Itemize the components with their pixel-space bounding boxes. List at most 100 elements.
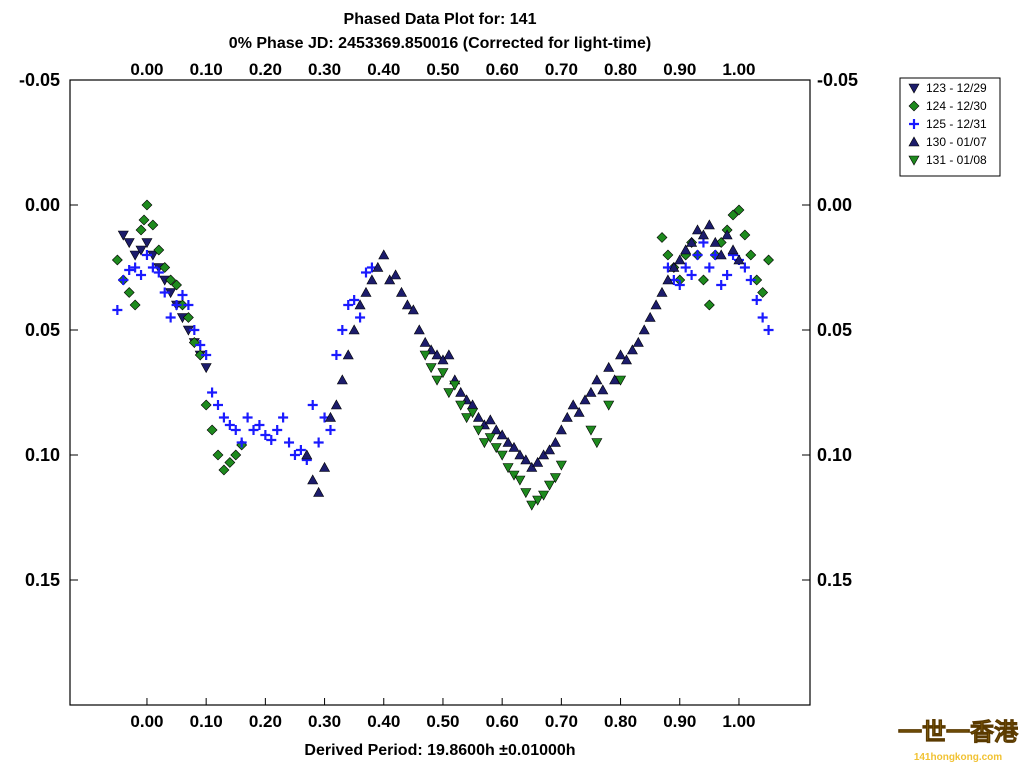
legend-item: 124 - 12/30: [908, 99, 987, 113]
data-point: [242, 412, 253, 423]
data-point: [343, 300, 354, 310]
data-point: [697, 229, 709, 240]
data-point: [307, 400, 318, 410]
x-tick-label-top: 0.60: [486, 60, 519, 79]
data-point: [722, 270, 733, 280]
x-tick-label-top: 0.40: [367, 60, 400, 79]
x-tick-label-top: 0.80: [604, 60, 637, 79]
data-point: [212, 449, 224, 461]
data-point: [538, 490, 550, 501]
data-point: [313, 486, 325, 497]
data-point: [662, 274, 674, 285]
data-point: [336, 374, 348, 385]
data-point: [680, 244, 692, 255]
data-point: [733, 254, 745, 265]
data-point: [147, 219, 159, 231]
data-point: [662, 249, 674, 261]
data-point: [171, 279, 182, 291]
x-tick-label-top: 0.00: [130, 60, 163, 79]
data-point: [118, 275, 129, 285]
legend-label: 124 - 12/30: [926, 99, 987, 113]
data-point: [419, 336, 431, 347]
data-point: [272, 425, 283, 435]
x-tick-label-bottom: 0.00: [130, 712, 163, 731]
data-point: [704, 262, 715, 273]
data-point: [757, 312, 768, 323]
x-tick-label-bottom: 0.40: [367, 712, 400, 731]
x-tick-label-top: 1.00: [722, 60, 755, 79]
data-point: [455, 386, 467, 397]
data-point: [763, 325, 774, 335]
x-tick-label-bottom: 0.60: [486, 712, 519, 731]
data-point: [138, 214, 150, 226]
data-point: [472, 425, 484, 436]
data-point: [686, 236, 698, 247]
data-point: [585, 425, 597, 436]
data-point: [349, 295, 360, 305]
data-point: [437, 368, 449, 379]
data-point: [189, 325, 200, 335]
data-point: [615, 375, 627, 386]
data-point: [727, 209, 739, 221]
data-point: [555, 460, 567, 471]
data-point: [419, 350, 431, 361]
data-point: [508, 441, 520, 452]
legend-label: 131 - 01/08: [926, 153, 987, 167]
data-point: [544, 480, 556, 491]
data-point: [544, 444, 556, 455]
legend-marker: [908, 155, 920, 166]
data-point: [117, 230, 129, 241]
data-point: [603, 361, 615, 372]
data-point: [129, 250, 141, 261]
watermark: 一世一香港 141hongkong.com: [898, 719, 1020, 763]
data-point: [656, 286, 668, 297]
data-point: [656, 232, 668, 243]
left-y-tick-labels: -0.05 0.00 0.05 0.10 0.15: [19, 70, 78, 590]
data-point: [727, 244, 739, 255]
data-point: [130, 262, 141, 273]
data-point: [698, 274, 709, 286]
data-point: [478, 438, 490, 449]
data-point: [194, 349, 206, 361]
data-point: [745, 249, 757, 261]
data-point: [331, 350, 342, 360]
data-point: [721, 229, 733, 240]
data-point: [508, 470, 520, 481]
x-tick-label-top: 0.20: [249, 60, 282, 79]
data-point: [201, 350, 212, 360]
data-point: [692, 224, 704, 235]
legend-marker: [908, 136, 920, 147]
data-point: [218, 412, 229, 423]
data-point: [638, 324, 650, 335]
data-point: [757, 287, 769, 298]
data-point: [467, 408, 479, 419]
chart-title: Phased Data Plot for: 141: [344, 11, 537, 28]
data-point: [763, 254, 774, 266]
data-point: [579, 394, 591, 405]
data-point: [632, 336, 644, 347]
data-point: [147, 262, 158, 273]
x-tick-label-top: 0.30: [308, 60, 341, 79]
legend-item: 123 - 12/29: [908, 81, 987, 95]
data-point: [396, 286, 408, 297]
legend-marker: [908, 83, 920, 94]
data-point: [153, 267, 164, 278]
data-point: [573, 406, 585, 417]
chart-subtitle: 0% Phase JD: 2453369.850016 (Corrected f…: [229, 35, 651, 52]
legend-label: 123 - 12/29: [926, 81, 987, 95]
plot-frame: [69, 79, 811, 706]
data-point: [200, 399, 212, 411]
data-point: [165, 312, 176, 323]
data-point: [342, 349, 354, 360]
data-point: [538, 449, 550, 460]
data-point: [514, 475, 526, 486]
data-point: [626, 344, 638, 355]
data-point: [289, 450, 300, 460]
data-point: [472, 411, 484, 422]
series-130-01-07: [301, 219, 745, 497]
y-tick-label-right: 0.15: [817, 570, 852, 590]
data-point: [425, 363, 437, 374]
data-point: [136, 270, 147, 280]
legend-item: 125 - 12/31: [909, 117, 987, 131]
data-point: [177, 299, 188, 311]
